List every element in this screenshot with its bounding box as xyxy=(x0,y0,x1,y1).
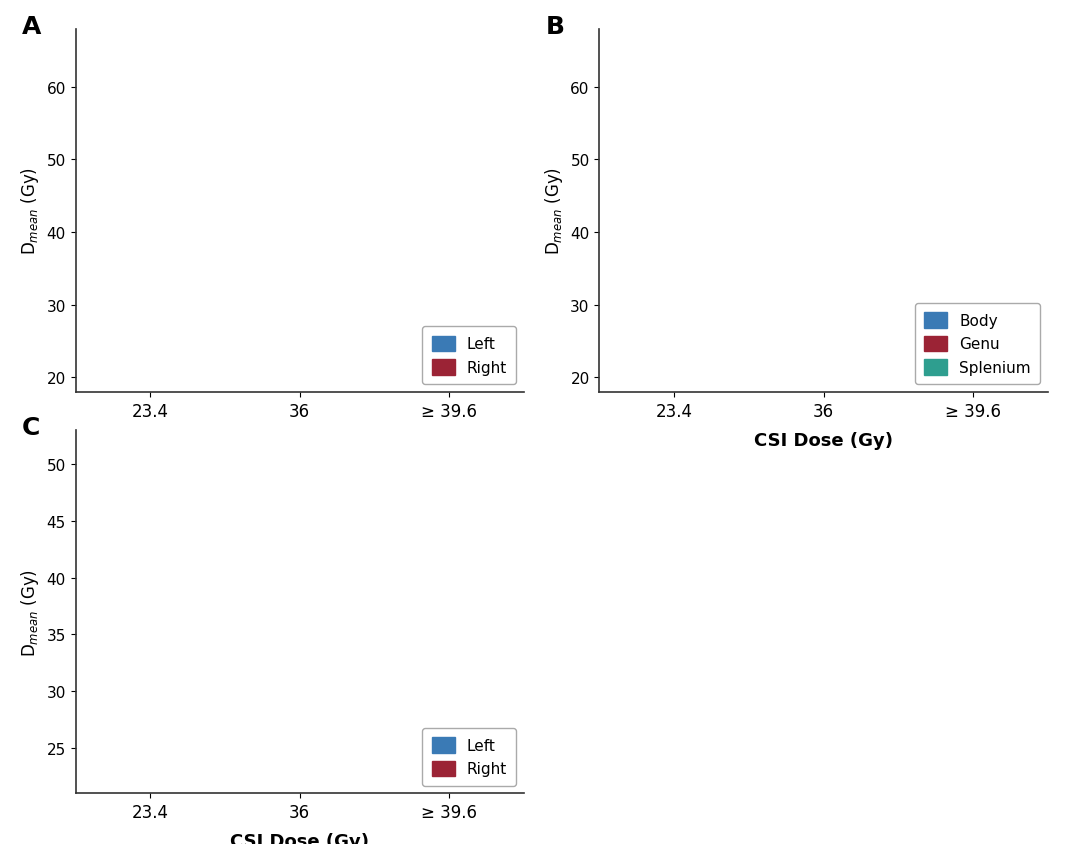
Y-axis label: D$_{mean}$ (Gy): D$_{mean}$ (Gy) xyxy=(19,167,41,255)
Y-axis label: D$_{mean}$ (Gy): D$_{mean}$ (Gy) xyxy=(19,568,41,656)
Legend: Body, Genu, Splenium: Body, Genu, Splenium xyxy=(915,303,1040,385)
Legend: Left, Right: Left, Right xyxy=(422,327,516,385)
Legend: Left, Right: Left, Right xyxy=(422,728,516,786)
Y-axis label: D$_{mean}$ (Gy): D$_{mean}$ (Gy) xyxy=(543,167,565,255)
Text: B: B xyxy=(545,15,565,39)
X-axis label: CSI Dose (Gy): CSI Dose (Gy) xyxy=(230,832,369,844)
Text: A: A xyxy=(22,15,41,39)
X-axis label: CSI Dose (Gy): CSI Dose (Gy) xyxy=(754,431,893,449)
X-axis label: CSI Dose (Gy): CSI Dose (Gy) xyxy=(230,431,369,449)
Text: C: C xyxy=(22,416,40,440)
